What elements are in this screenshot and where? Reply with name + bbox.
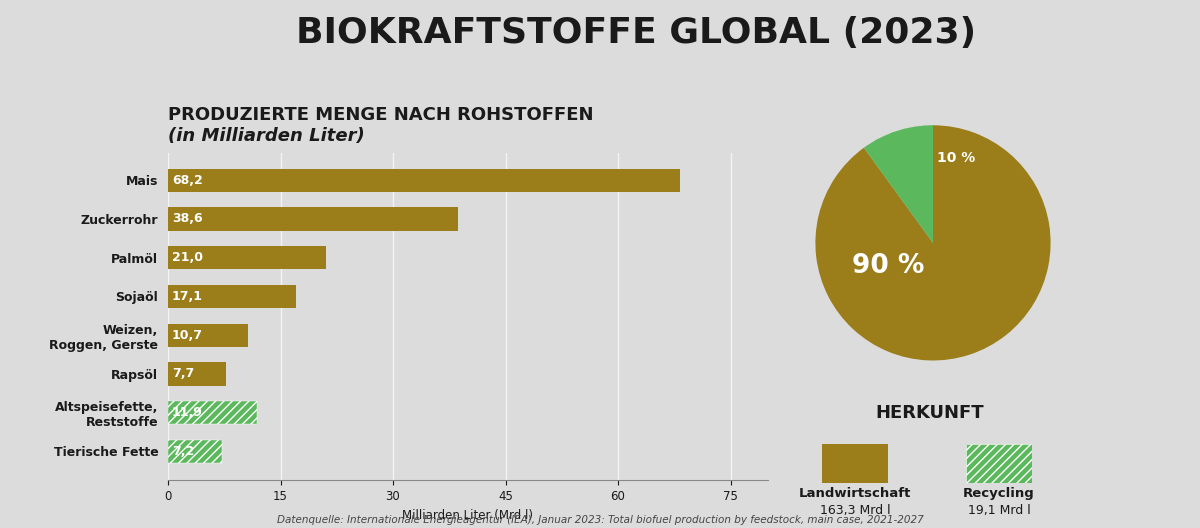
- Text: 17,1: 17,1: [172, 290, 203, 303]
- Text: Landwirtschaft: Landwirtschaft: [799, 487, 911, 500]
- Text: Datenquelle: Internationale Energieagentur (IEA), Januar 2023: Total biofuel pro: Datenquelle: Internationale Energieagent…: [277, 515, 923, 525]
- Text: Recycling: Recycling: [964, 487, 1034, 500]
- Text: 163,3 Mrd l: 163,3 Mrd l: [820, 504, 890, 517]
- Text: 7,7: 7,7: [172, 367, 194, 381]
- Bar: [168, 401, 257, 425]
- Bar: [168, 440, 222, 463]
- Wedge shape: [816, 125, 1050, 361]
- Text: 10 %: 10 %: [937, 151, 976, 165]
- Text: 38,6: 38,6: [172, 212, 203, 225]
- Text: 90 %: 90 %: [852, 253, 924, 279]
- Text: 21,0: 21,0: [172, 251, 203, 264]
- Bar: [168, 168, 679, 192]
- Text: 11,9: 11,9: [172, 406, 203, 419]
- Text: (in Milliarden Liter): (in Milliarden Liter): [168, 127, 365, 145]
- Text: 19,1 Mrd l: 19,1 Mrd l: [967, 504, 1031, 517]
- Text: 10,7: 10,7: [172, 329, 203, 342]
- Text: PRODUZIERTE MENGE NACH ROHSTOFFEN: PRODUZIERTE MENGE NACH ROHSTOFFEN: [168, 106, 594, 124]
- Text: 7,2: 7,2: [172, 445, 194, 458]
- Text: BIOKRAFTSTOFFE GLOBAL (2023): BIOKRAFTSTOFFE GLOBAL (2023): [296, 16, 976, 50]
- Wedge shape: [864, 125, 934, 243]
- Bar: [168, 285, 296, 308]
- Bar: [168, 324, 248, 347]
- X-axis label: Milliarden Liter (Mrd l): Milliarden Liter (Mrd l): [402, 509, 534, 522]
- Text: 68,2: 68,2: [172, 174, 203, 187]
- Bar: [168, 208, 457, 231]
- Bar: [168, 246, 325, 269]
- Bar: [168, 362, 226, 385]
- Text: HERKUNFT: HERKUNFT: [876, 404, 984, 422]
